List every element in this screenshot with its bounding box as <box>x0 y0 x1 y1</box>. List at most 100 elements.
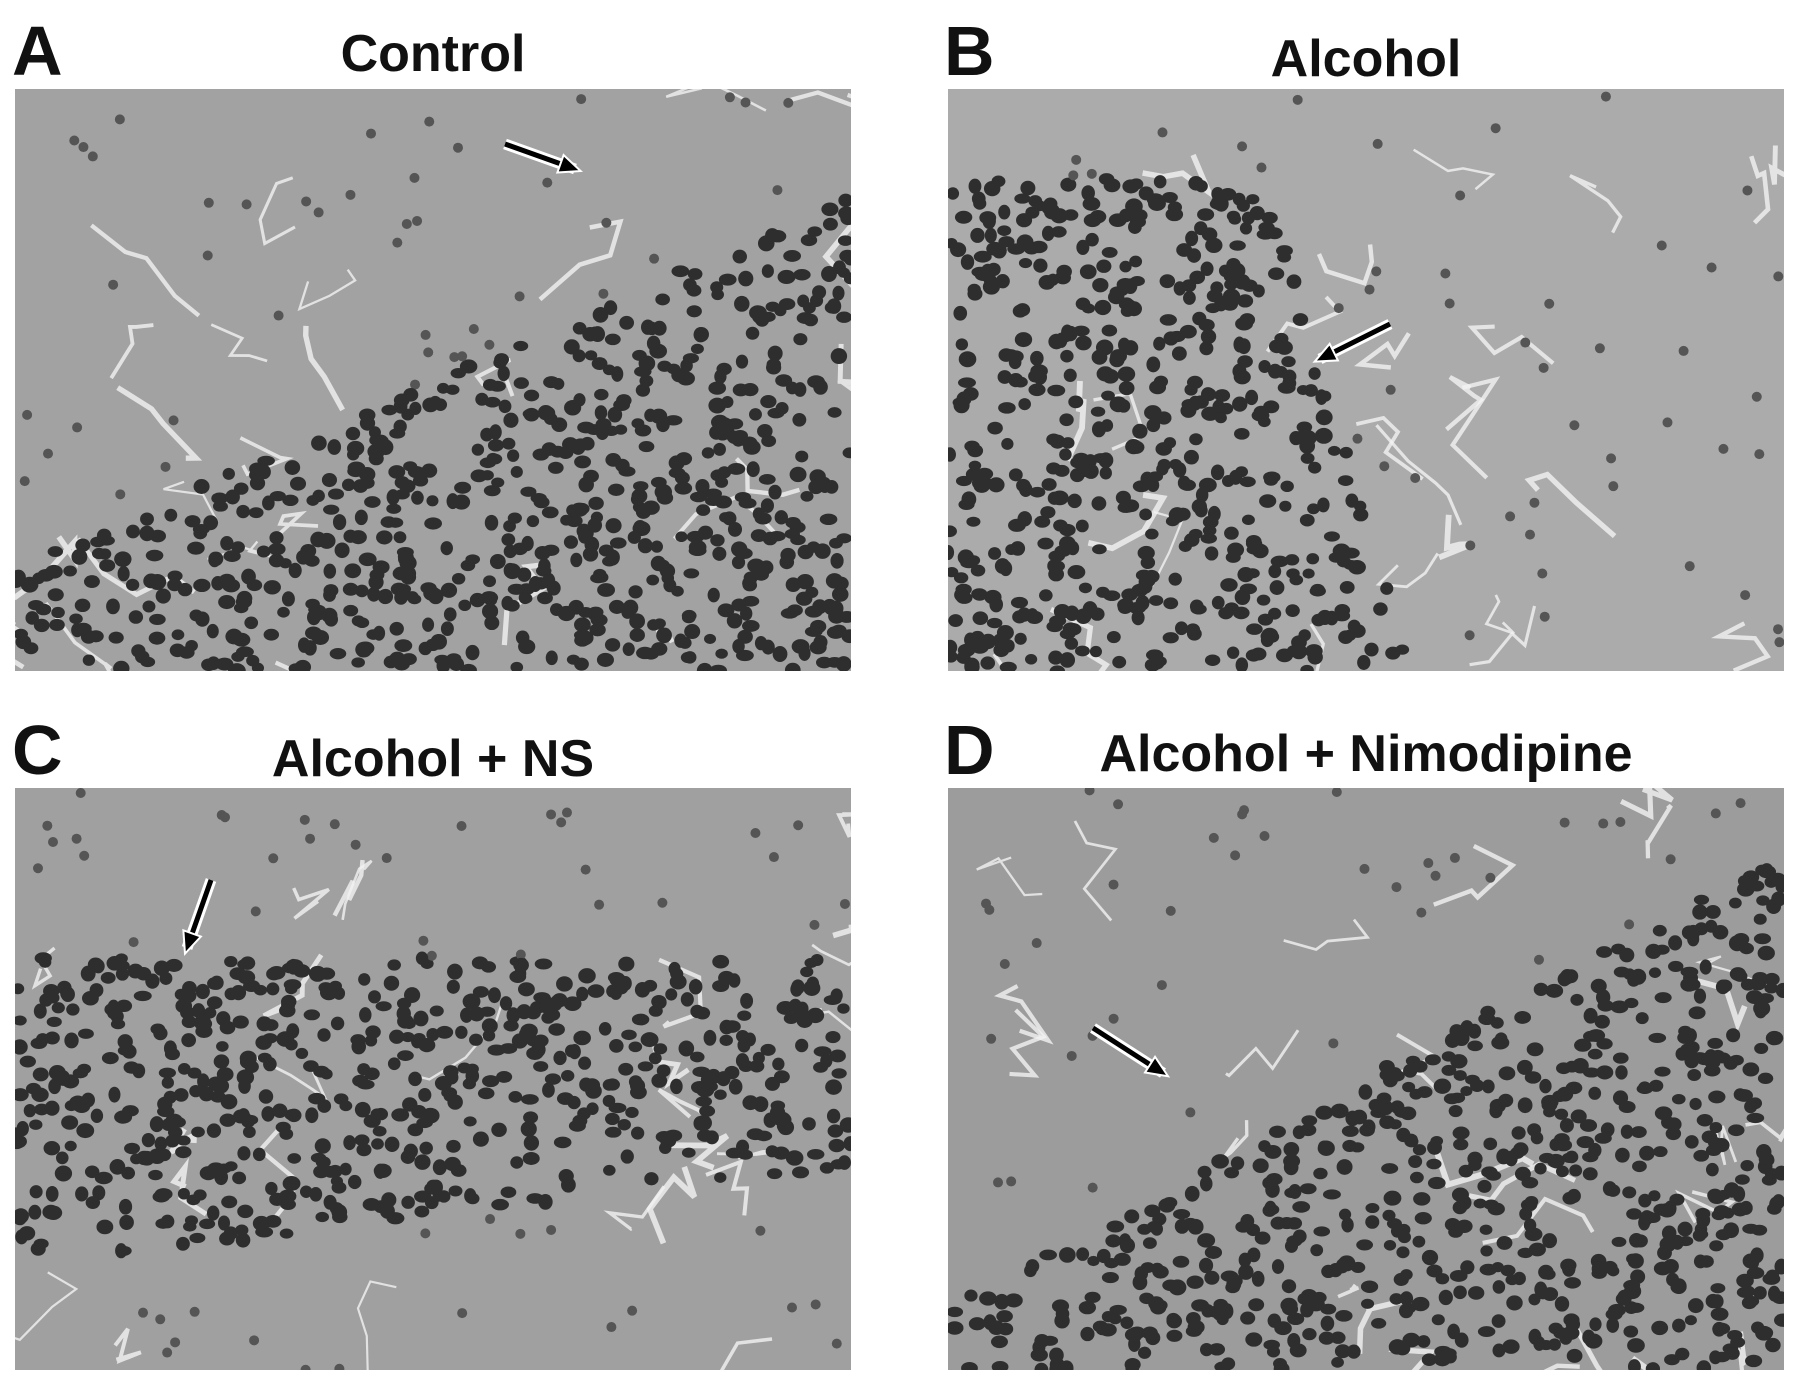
cell-nucleus <box>84 1165 100 1179</box>
cell-nucleus <box>22 409 33 420</box>
cell-nucleus <box>1108 1013 1119 1024</box>
cell-nucleus <box>843 1136 851 1152</box>
cell-nucleus <box>92 1185 106 1201</box>
cell-nucleus <box>1268 564 1282 579</box>
cell-nucleus <box>1754 1042 1769 1054</box>
cell-nucleus <box>572 349 586 363</box>
cell-nucleus <box>1184 383 1198 396</box>
cell-nucleus <box>1266 227 1283 240</box>
cell-nucleus <box>1447 1323 1460 1340</box>
cell-nucleus <box>1453 1138 1469 1151</box>
cell-nucleus <box>1689 1097 1702 1111</box>
cell-nucleus <box>686 305 702 318</box>
cell-nucleus <box>15 1039 28 1055</box>
cell-nucleus <box>1080 1326 1095 1342</box>
cell-nucleus <box>424 517 442 530</box>
cell-nucleus <box>728 1078 743 1095</box>
cell-nucleus <box>557 446 574 460</box>
cell-nucleus <box>1092 544 1107 555</box>
cell-nucleus <box>711 414 729 430</box>
cell-nucleus <box>1318 1140 1331 1153</box>
cell-nucleus <box>689 1051 705 1063</box>
cell-nucleus <box>1109 1304 1127 1315</box>
cell-nucleus <box>1635 1012 1649 1025</box>
cell-nucleus <box>1174 621 1188 636</box>
cell-nucleus <box>1237 338 1251 355</box>
cell-nucleus <box>489 553 506 570</box>
cell-nucleus <box>85 1196 101 1210</box>
cell-nucleus <box>104 1002 123 1017</box>
cell-nucleus <box>1502 1339 1520 1354</box>
cell-nucleus <box>393 393 410 407</box>
cell-nucleus <box>772 646 788 662</box>
cell-nucleus <box>752 1051 765 1065</box>
cell-nucleus <box>371 1138 384 1150</box>
cell-nucleus <box>789 466 807 483</box>
cell-nucleus <box>1753 1000 1771 1017</box>
cell-nucleus <box>810 1299 821 1310</box>
cell-nucleus <box>221 1195 238 1209</box>
cell-nucleus <box>643 979 658 992</box>
cell-nucleus <box>523 1111 539 1124</box>
cell-nucleus <box>99 559 116 572</box>
cell-nucleus <box>115 489 126 500</box>
cell-nucleus <box>999 958 1010 969</box>
cell-nucleus <box>1774 1313 1784 1327</box>
cell-nucleus <box>517 982 535 997</box>
cell-nucleus <box>560 514 573 526</box>
cell-nucleus <box>175 1146 192 1159</box>
cell-nucleus <box>1037 537 1054 550</box>
cell-nucleus <box>973 250 992 263</box>
cell-nucleus <box>832 285 845 301</box>
tissue-gap <box>1710 621 1772 671</box>
cell-nucleus <box>1764 972 1780 986</box>
cell-nucleus <box>82 654 96 666</box>
cell-nucleus <box>760 395 777 409</box>
cell-nucleus <box>1063 368 1077 383</box>
cell-nucleus <box>215 657 234 671</box>
cell-nucleus <box>1315 389 1328 405</box>
tissue-gap <box>1142 153 1216 201</box>
cell-nucleus <box>1490 123 1501 134</box>
cell-nucleus <box>1230 1156 1245 1170</box>
cell-nucleus <box>1264 1145 1282 1159</box>
cell-nucleus <box>1412 1235 1426 1248</box>
cell-nucleus <box>432 1189 445 1202</box>
cell-nucleus <box>668 455 685 471</box>
cell-nucleus <box>1715 1229 1732 1241</box>
cell-nucleus <box>1141 1326 1158 1340</box>
cell-nucleus <box>1696 1360 1712 1370</box>
tissue-gap <box>1467 324 1555 365</box>
cell-nucleus <box>1409 1088 1423 1100</box>
cell-nucleus <box>318 967 336 980</box>
cell-nucleus <box>1024 1264 1037 1278</box>
cell-nucleus <box>1562 1260 1576 1277</box>
cell-nucleus <box>284 460 301 475</box>
cell-nucleus <box>1611 943 1626 955</box>
cell-nucleus <box>1016 478 1031 493</box>
cell-nucleus <box>1010 596 1029 609</box>
cell-nucleus <box>250 906 261 917</box>
cell-nucleus <box>1047 384 1066 397</box>
cell-nucleus <box>19 1055 36 1068</box>
cell-nucleus <box>1149 595 1164 606</box>
cell-nucleus <box>1764 983 1779 994</box>
cell-nucleus <box>358 973 371 986</box>
cell-nucleus <box>1742 1062 1760 1077</box>
cell-nucleus <box>1390 1100 1405 1114</box>
cell-nucleus <box>546 1224 557 1235</box>
cell-nucleus <box>426 1179 441 1191</box>
cell-nucleus <box>1321 1264 1336 1279</box>
cell-nucleus <box>1299 513 1315 527</box>
cell-nucleus <box>1083 463 1099 479</box>
cell-nucleus <box>61 1074 80 1089</box>
cell-nucleus <box>219 1113 236 1127</box>
cell-nucleus <box>165 958 183 972</box>
cell-nucleus <box>1172 1255 1190 1268</box>
cell-nucleus <box>1710 1307 1729 1321</box>
cell-nucleus <box>306 495 320 506</box>
cell-nucleus <box>841 629 851 644</box>
cell-nucleus <box>45 1185 59 1202</box>
cell-nucleus <box>968 460 982 471</box>
cell-nucleus <box>1273 1361 1290 1370</box>
